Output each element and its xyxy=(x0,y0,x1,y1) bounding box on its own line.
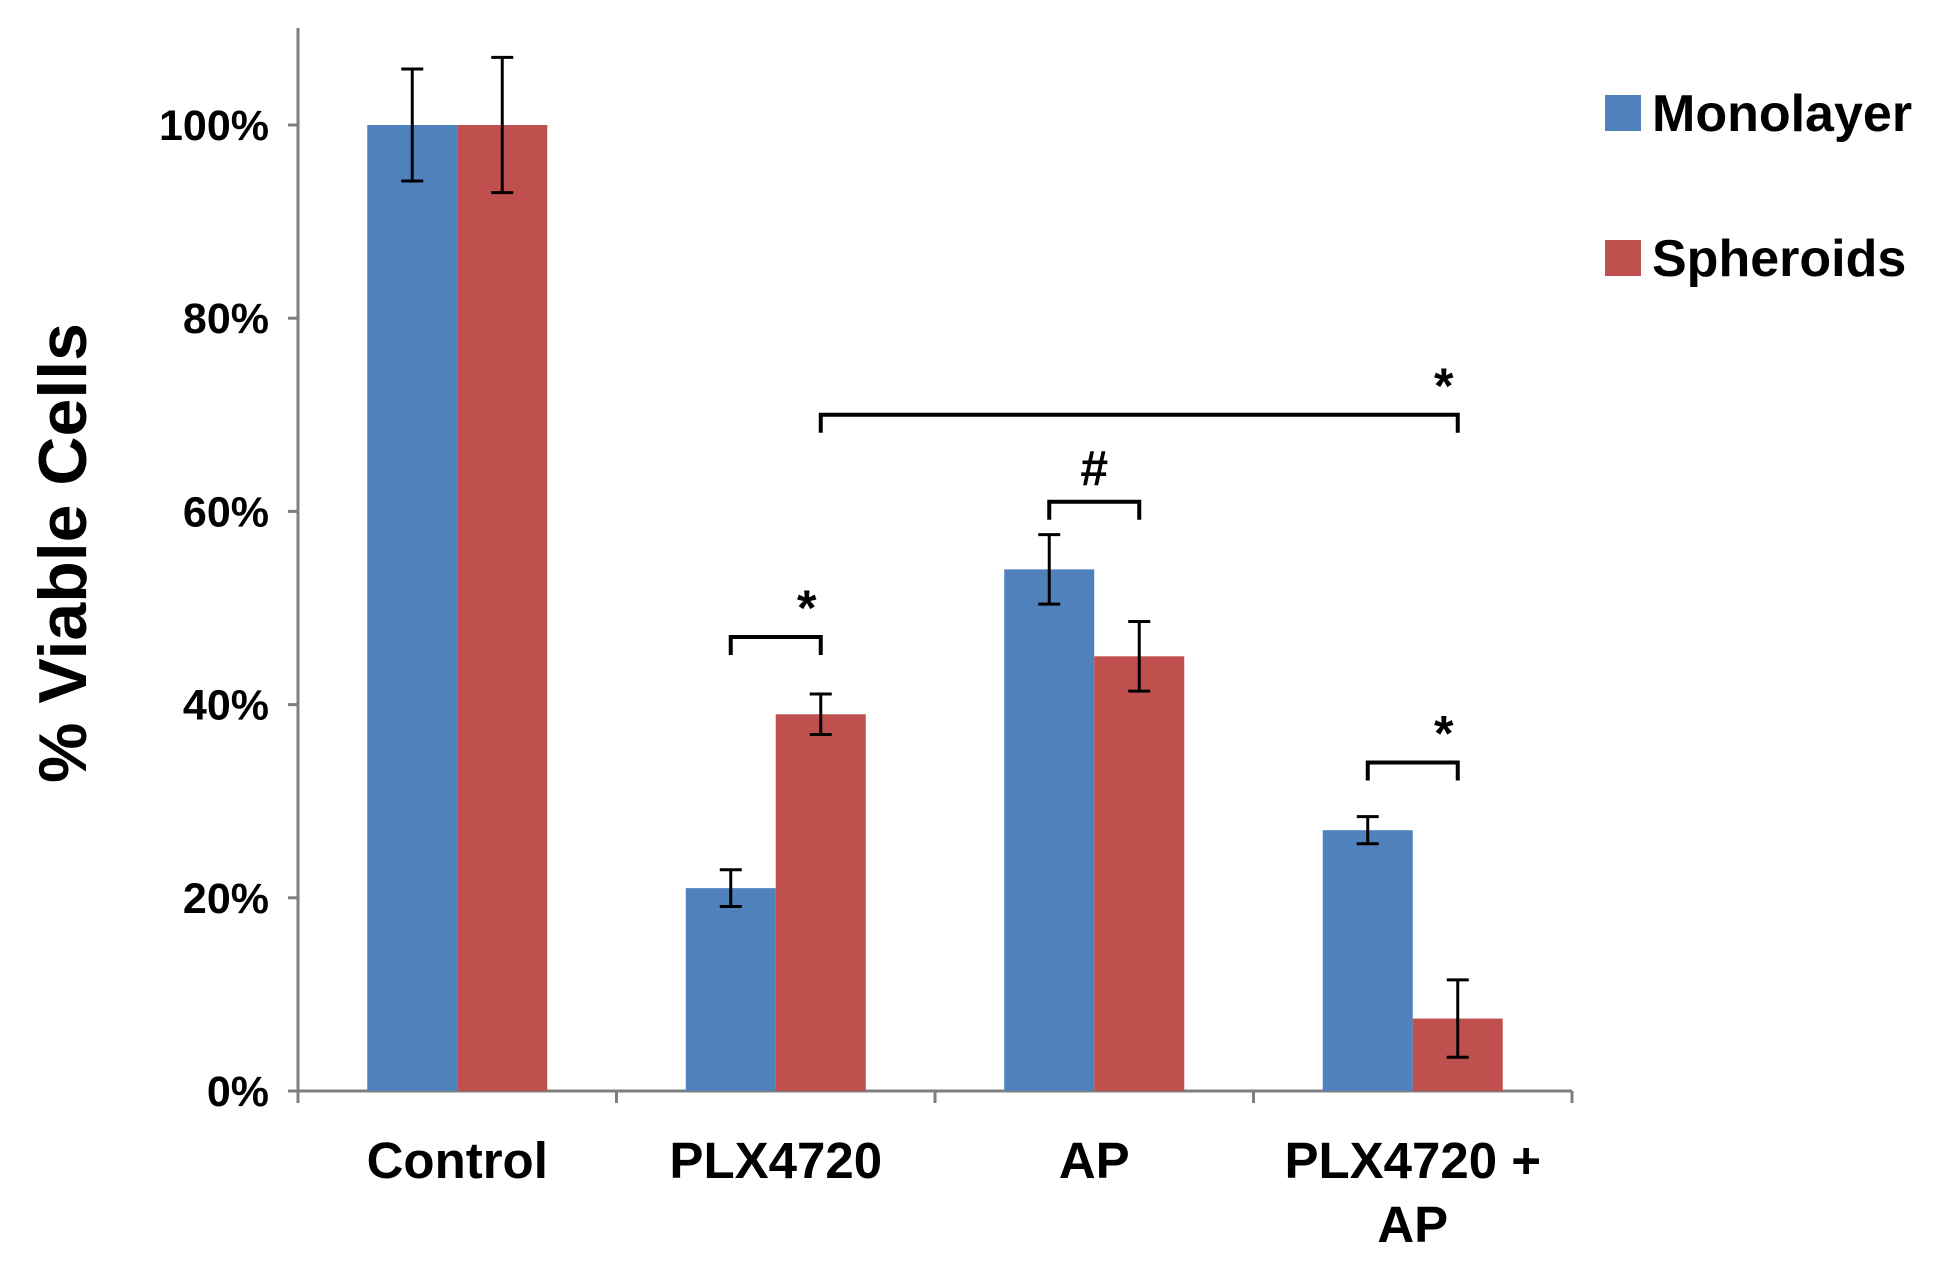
legend-label: Spheroids xyxy=(1652,230,1906,288)
y-tick-label: 40% xyxy=(183,682,269,730)
legend-item: Spheroids xyxy=(1605,230,1906,288)
y-axis-title: % Viable Cells xyxy=(25,323,101,783)
x-category-label: AP xyxy=(1377,1196,1448,1253)
significance-label: * xyxy=(797,580,817,636)
significance-label: # xyxy=(1080,441,1108,497)
y-tick-label: 20% xyxy=(183,875,269,923)
x-category-label: PLX4720 + xyxy=(1284,1132,1541,1189)
significance-label: * xyxy=(1434,358,1454,414)
error-bar xyxy=(1446,978,1469,1059)
x-category-label: AP xyxy=(1059,1132,1130,1189)
bracket-line xyxy=(1365,760,1460,781)
error-bar xyxy=(401,67,424,183)
bar-monolayer xyxy=(685,888,776,1091)
bar-spheroids xyxy=(775,714,866,1091)
significance-bracket: # xyxy=(1047,441,1142,520)
x-axis: Control PLX4720 AP PLX4720 + AP xyxy=(296,1089,1574,1253)
y-tick-label: 0% xyxy=(207,1068,269,1116)
significance-label: * xyxy=(1434,706,1454,762)
legend-swatch xyxy=(1605,95,1641,131)
bar-monolayer xyxy=(1004,569,1095,1091)
y-axis: 0% 20% 40% 60% 80% 100% xyxy=(159,28,300,1116)
error-bar xyxy=(1038,533,1061,606)
error-bar xyxy=(719,868,742,908)
significance-bracket: * xyxy=(728,580,823,655)
legend-label: Monolayer xyxy=(1652,85,1912,143)
error-bar xyxy=(809,692,832,737)
legend: Monolayer Spheroids xyxy=(1605,85,1912,288)
bar-monolayer xyxy=(367,125,458,1091)
legend-item: Monolayer xyxy=(1605,85,1912,143)
error-bars xyxy=(401,55,1469,1059)
y-tick-label: 60% xyxy=(183,488,269,536)
bars xyxy=(367,125,1503,1091)
error-bar xyxy=(491,55,514,195)
bar-spheroids xyxy=(457,125,548,1091)
bracket-line xyxy=(1047,499,1142,520)
significance-bracket: * xyxy=(818,358,1460,433)
bar-monolayer xyxy=(1322,830,1413,1091)
bracket-line xyxy=(818,412,1460,433)
legend-swatch xyxy=(1605,240,1641,276)
bracket-line xyxy=(728,634,823,655)
significance-bracket: * xyxy=(1365,706,1460,781)
bar-spheroids xyxy=(1094,656,1185,1091)
x-category-label: Control xyxy=(367,1132,548,1189)
error-bar xyxy=(1356,815,1379,846)
y-tick-label: 80% xyxy=(183,295,269,343)
significance-brackets: * # * * xyxy=(728,358,1460,781)
error-bar xyxy=(1128,620,1151,693)
x-category-label: PLX4720 xyxy=(669,1132,882,1189)
y-tick-label: 100% xyxy=(159,102,269,150)
